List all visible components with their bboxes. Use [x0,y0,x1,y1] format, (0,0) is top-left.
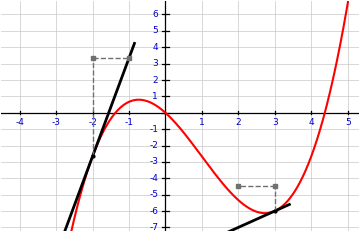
Text: -7: -7 [149,223,158,232]
Text: 6: 6 [152,10,158,19]
Text: -2: -2 [88,118,97,127]
Text: -1: -1 [149,125,158,134]
Text: 2: 2 [235,118,241,127]
Text: -3: -3 [51,118,60,127]
Text: -4: -4 [15,118,24,127]
Text: -2: -2 [149,141,158,150]
Text: 5: 5 [152,26,158,35]
Text: -6: -6 [149,207,158,216]
Text: 5: 5 [345,118,351,127]
Text: -5: -5 [149,190,158,199]
Text: 1: 1 [152,92,158,101]
Text: 3: 3 [152,59,158,68]
Text: 1: 1 [199,118,205,127]
Text: -1: -1 [125,118,134,127]
Text: -3: -3 [149,157,158,166]
Text: 4: 4 [309,118,314,127]
Text: 3: 3 [272,118,278,127]
Text: 2: 2 [153,76,158,84]
Text: 4: 4 [153,43,158,52]
Text: -4: -4 [149,174,158,183]
